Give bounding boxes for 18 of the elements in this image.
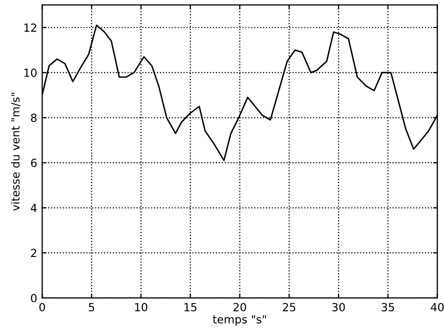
x-tick-label: 35 xyxy=(382,302,394,312)
y-tick-label: 10 xyxy=(24,68,37,77)
x-axis-title: temps "s" xyxy=(212,315,266,326)
x-tick-label: 5 xyxy=(88,303,94,312)
x-tick-label: 25 xyxy=(282,302,296,312)
y-tick-label: 12 xyxy=(24,23,36,32)
x-tick-label: 15 xyxy=(184,303,196,312)
y-tick-label: 2 xyxy=(31,248,36,258)
x-tick-label: 30 xyxy=(332,302,345,312)
x-tick-label: 20 xyxy=(234,302,246,312)
y-tick-label: 0 xyxy=(30,294,37,302)
y-tick-label: 6 xyxy=(31,158,37,168)
x-tick-label: 10 xyxy=(135,302,148,312)
y-tick-label: 8 xyxy=(31,114,37,122)
x-tick-label: 40 xyxy=(430,302,444,312)
y-tick-label: 4 xyxy=(30,204,37,212)
y-axis-title: vitesse du vent "m/s" xyxy=(11,92,21,211)
x-tick-label: 0 xyxy=(39,302,45,312)
